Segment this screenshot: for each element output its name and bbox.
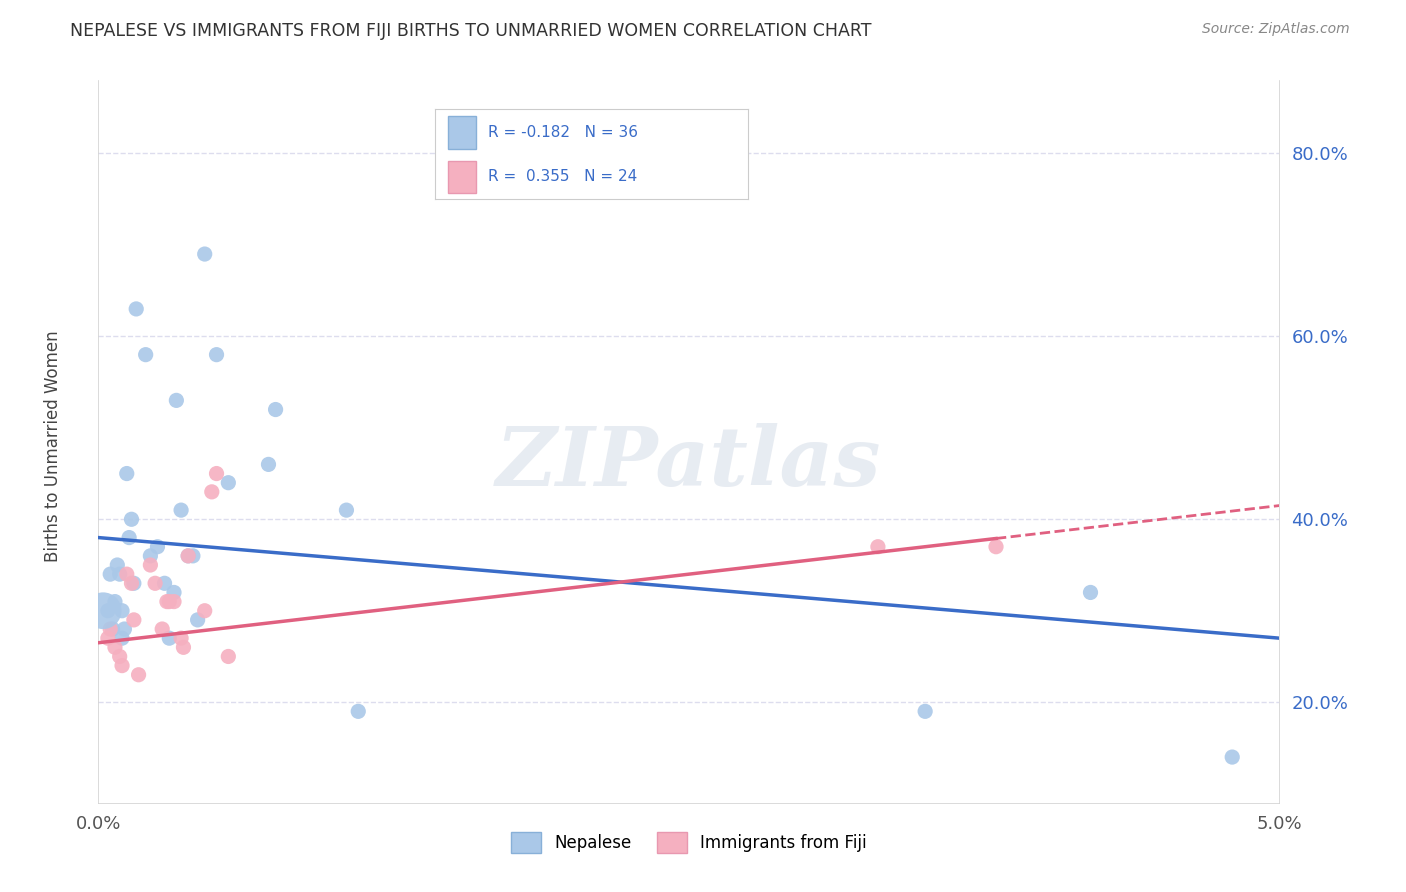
Point [111, 604, 134, 618]
Point [257, 458, 280, 472]
Point [984, 540, 1007, 554]
Legend: Nepalese, Immigrants from Fiji: Nepalese, Immigrants from Fiji [505, 826, 873, 860]
Text: NEPALESE VS IMMIGRANTS FROM FIJI BIRTHS TO UNMARRIED WOMEN CORRELATION CHART: NEPALESE VS IMMIGRANTS FROM FIJI BIRTHS … [70, 22, 872, 40]
Point [335, 503, 357, 517]
Point [121, 576, 143, 591]
Point [101, 622, 124, 636]
Point [157, 631, 180, 645]
Point [104, 640, 127, 655]
Point [264, 402, 287, 417]
Point [181, 549, 204, 563]
Point [139, 549, 162, 563]
Point [1220, 750, 1243, 764]
Point [150, 622, 173, 636]
Point [128, 667, 150, 681]
Point [177, 549, 200, 563]
Point [170, 631, 193, 645]
Point [97, 631, 120, 645]
Point [111, 658, 134, 673]
Point [146, 540, 169, 554]
Point [163, 594, 186, 608]
Point [157, 594, 180, 608]
Point [108, 649, 131, 664]
Point [194, 604, 217, 618]
Point [170, 503, 193, 517]
Point [122, 576, 145, 591]
Point [866, 540, 889, 554]
Point [217, 475, 239, 490]
Point [347, 704, 370, 718]
Point [118, 531, 141, 545]
Point [104, 594, 127, 608]
Point [105, 558, 128, 572]
Point [187, 613, 209, 627]
Point [115, 567, 138, 582]
Point [125, 301, 148, 316]
Point [163, 585, 186, 599]
Point [914, 704, 936, 718]
Text: ZIPatlas: ZIPatlas [496, 423, 882, 503]
Point [98, 622, 121, 636]
Point [122, 613, 145, 627]
Point [194, 247, 217, 261]
Point [156, 594, 179, 608]
Point [98, 567, 121, 582]
Point [115, 467, 138, 481]
Point [205, 467, 228, 481]
Point [135, 348, 157, 362]
Text: Source: ZipAtlas.com: Source: ZipAtlas.com [1202, 22, 1350, 37]
Point [165, 393, 187, 408]
Point [91, 604, 114, 618]
Point [97, 604, 120, 618]
Point [111, 631, 134, 645]
Point [121, 512, 143, 526]
Point [143, 576, 166, 591]
Text: Births to Unmarried Women: Births to Unmarried Women [45, 330, 62, 562]
Point [217, 649, 239, 664]
Point [108, 567, 131, 582]
Point [201, 484, 224, 499]
Point [153, 576, 176, 591]
Point [205, 348, 228, 362]
Point [139, 558, 162, 572]
Point [112, 622, 135, 636]
Point [177, 549, 200, 563]
Point [1080, 585, 1102, 599]
Point [172, 640, 194, 655]
